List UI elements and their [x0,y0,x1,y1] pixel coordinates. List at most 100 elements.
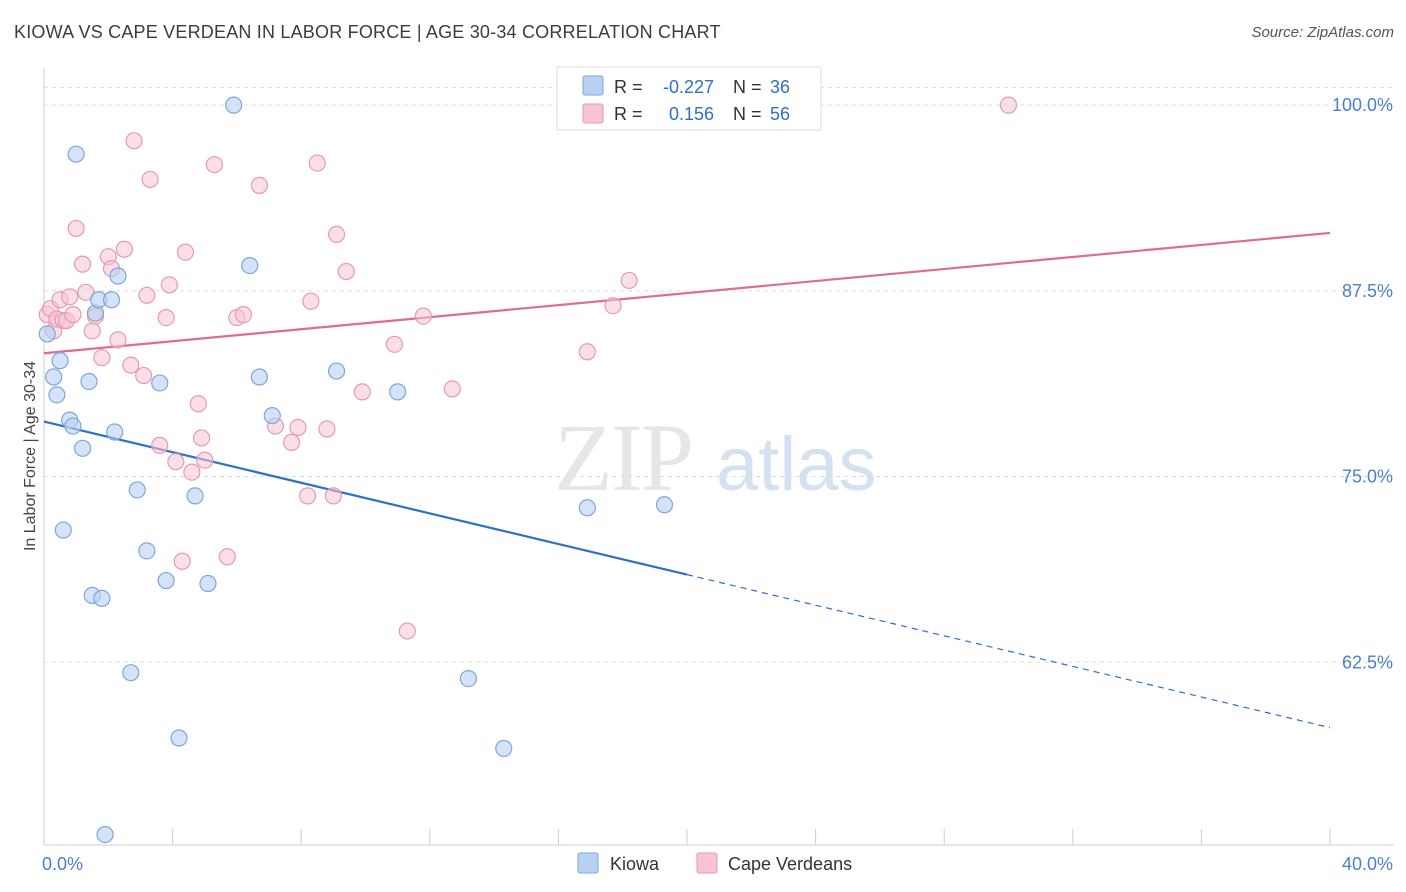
cape-verdeans-point [64,306,82,324]
kiowa-point [151,374,169,392]
kiowa-point [73,439,92,457]
kiowa-point [241,256,259,275]
cape-verdeans-point [67,219,85,238]
kiowa-point [102,291,121,309]
watermark-zip: ZIP [554,404,692,511]
stats-kiowa-n-value: 36 [770,77,790,97]
watermark-atlas: atlas [716,422,877,507]
stats-kiowa-r-value: -0.227 [663,77,714,97]
kiowa-point [225,96,243,114]
x-tick-label: 0.0% [42,854,83,874]
cape-verdeans-point [578,343,596,361]
cape-verdeans-point [324,487,342,505]
cape-verdeans-point [308,154,326,172]
cape-verdeans-point [115,240,133,258]
cape-verdeans-point [160,276,178,294]
cape-verdeans-point [620,271,638,290]
gridlines [44,86,1394,663]
cape-verdeans-point [353,383,371,401]
cape-verdeans-point [205,155,223,174]
cape-verdeans-trend-line [43,231,1331,355]
legend-kiowa-swatch [577,852,599,874]
series-legend: Kiowa Cape Verdeans [577,852,852,874]
stats-cape-n-value: 56 [770,104,790,124]
cape-verdeans-point [192,429,211,447]
legend-cape-swatch [696,852,718,874]
axes [43,68,1394,846]
cape-verdeans-point [398,622,416,640]
cape-verdeans-point [93,349,111,367]
stats-kiowa-n-label: N = [733,77,762,97]
cape-verdeans-point [189,395,207,413]
cape-verdeans-point [999,96,1018,114]
kiowa-point [96,826,114,844]
cape-verdeans-point [122,356,140,374]
cape-verdeans-point [302,292,320,310]
kiowa-point [578,499,596,517]
kiowa-point [51,352,69,370]
kiowa-point [67,145,85,163]
kiowa-point [157,571,175,590]
cape-verdeans-point [157,308,175,327]
kiowa-point [109,267,127,285]
y-tick-label: 87.5% [1342,281,1393,301]
cape-verdeans-point [109,331,127,349]
x-tick-labels: 0.0% 40.0% [42,854,1393,874]
chart-title: KIOWA VS CAPE VERDEAN IN LABOR FORCE | A… [14,22,721,42]
kiowa-points [38,96,674,844]
cape-verdeans-point [327,225,346,243]
cape-verdeans-point [318,420,336,438]
x-tick-label: 40.0% [1342,854,1393,874]
source-credit: Source: ZipAtlas.com [1251,24,1394,41]
cape-verdeans-point [337,262,355,281]
kiowa-point [45,368,63,386]
kiowa-point [80,372,98,391]
trend-lines [43,231,1331,729]
kiowa-point [122,664,140,682]
cape-verdeans-point [141,170,159,189]
y-tick-labels: 100.0% 87.5% 75.0% 62.5% [1332,95,1393,672]
cape-verdeans-point [250,176,269,194]
kiowa-point [106,423,124,441]
kiowa-point [199,574,217,593]
kiowa-point [64,417,82,435]
stats-legend-kiowa-swatch [582,75,604,96]
kiowa-point [263,407,281,425]
stats-legend: R = -0.227 N = 36 R = 0.156 N = 56 [556,66,822,131]
kiowa-point [495,739,513,758]
cape-verdeans-point [77,283,95,301]
y-axis-label: In Labor Force | Age 30-34 [22,361,39,551]
kiowa-point [48,386,66,404]
kiowa-point [327,362,346,380]
stats-kiowa-r-label: R = [614,77,643,97]
kiowa-point [170,729,188,747]
cape-verdeans-point [234,306,252,324]
cape-verdeans-point [176,243,195,261]
y-tick-label: 100.0% [1332,95,1393,115]
kiowa-point [389,383,407,401]
kiowa-point [459,670,477,688]
kiowa-point [128,481,146,499]
cape-verdeans-point [282,433,301,451]
kiowa-point [93,589,111,607]
kiowa-trend-extension [686,574,1331,729]
cape-verdeans-point [83,322,101,340]
stats-cape-r-value: 0.156 [669,104,714,124]
x-ticks [43,829,1331,845]
cape-verdeans-point [173,552,191,570]
cape-verdeans-point [61,288,79,306]
cape-verdeans-point [167,453,185,471]
stats-cape-n-label: N = [733,104,762,124]
y-tick-label: 75.0% [1342,467,1393,487]
kiowa-point [655,496,674,514]
watermark: ZIP atlas [554,404,877,511]
cape-verdeans-point [443,380,461,398]
cape-verdeans-point [196,451,214,469]
stats-legend-cape-swatch [582,103,604,124]
stats-cape-r-label: R = [614,104,643,124]
cape-verdeans-point [385,335,404,353]
cape-verdeans-point [414,307,432,325]
cape-verdeans-point [73,255,92,273]
cape-verdeans-point [289,418,307,437]
